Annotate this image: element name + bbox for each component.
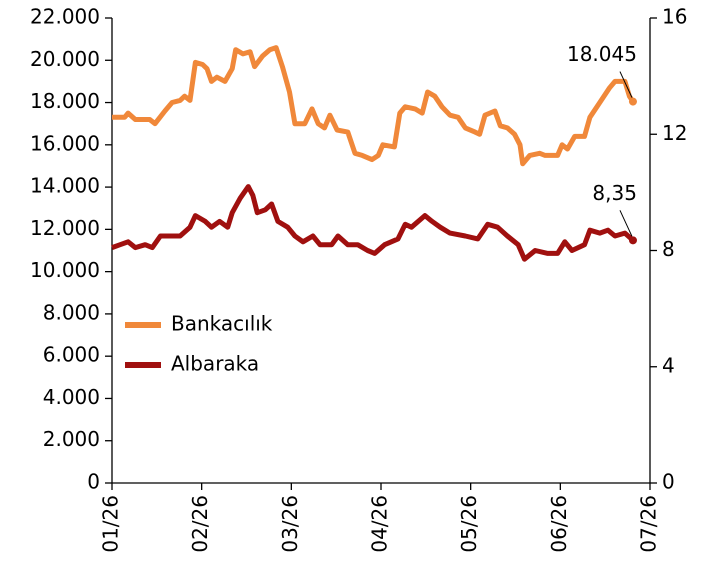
y-tick-label: 6.000 bbox=[43, 343, 100, 367]
x-tick-label: 03/26 bbox=[278, 495, 302, 553]
y-tick-label: 10.000 bbox=[30, 258, 100, 282]
annotation: 18.045 bbox=[567, 42, 637, 66]
y-tick-label: 16.000 bbox=[30, 131, 100, 155]
annotation-leader bbox=[619, 71, 633, 98]
x-tick-label: 07/26 bbox=[637, 495, 661, 553]
y2-tick-label: 12 bbox=[662, 121, 687, 145]
x-tick-label: 04/26 bbox=[368, 495, 392, 553]
x-tick-label: 06/26 bbox=[547, 495, 571, 553]
y2-tick-label: 8 bbox=[662, 237, 675, 261]
y2-tick-label: 16 bbox=[662, 5, 687, 29]
legend-label: Albaraka bbox=[171, 352, 259, 376]
line-series bbox=[111, 184, 635, 262]
line-series bbox=[112, 45, 636, 167]
y-tick-label: 20.000 bbox=[30, 47, 100, 71]
legend-label: Bankacılık bbox=[171, 312, 273, 336]
x-tick-label: 05/26 bbox=[457, 495, 481, 553]
y-tick-label: 8.000 bbox=[43, 300, 100, 324]
y2-tick-label: 4 bbox=[662, 353, 675, 377]
y-tick-label: 2.000 bbox=[43, 427, 100, 451]
end-point bbox=[628, 236, 637, 245]
y2-tick-label: 0 bbox=[662, 470, 675, 494]
x-tick-label: 02/26 bbox=[188, 495, 212, 553]
annotation-leader bbox=[619, 210, 633, 237]
y-tick-label: 18.000 bbox=[30, 89, 100, 113]
y-tick-label: 12.000 bbox=[30, 216, 100, 240]
y-tick-label: 14.000 bbox=[30, 174, 100, 198]
x-tick-label: 01/26 bbox=[99, 495, 123, 553]
y-tick-label: 0 bbox=[87, 470, 100, 494]
y-tick-label: 4.000 bbox=[43, 385, 100, 409]
y-tick-label: 22.000 bbox=[30, 5, 100, 29]
end-point bbox=[628, 97, 637, 106]
annotation: 8,35 bbox=[592, 181, 637, 205]
